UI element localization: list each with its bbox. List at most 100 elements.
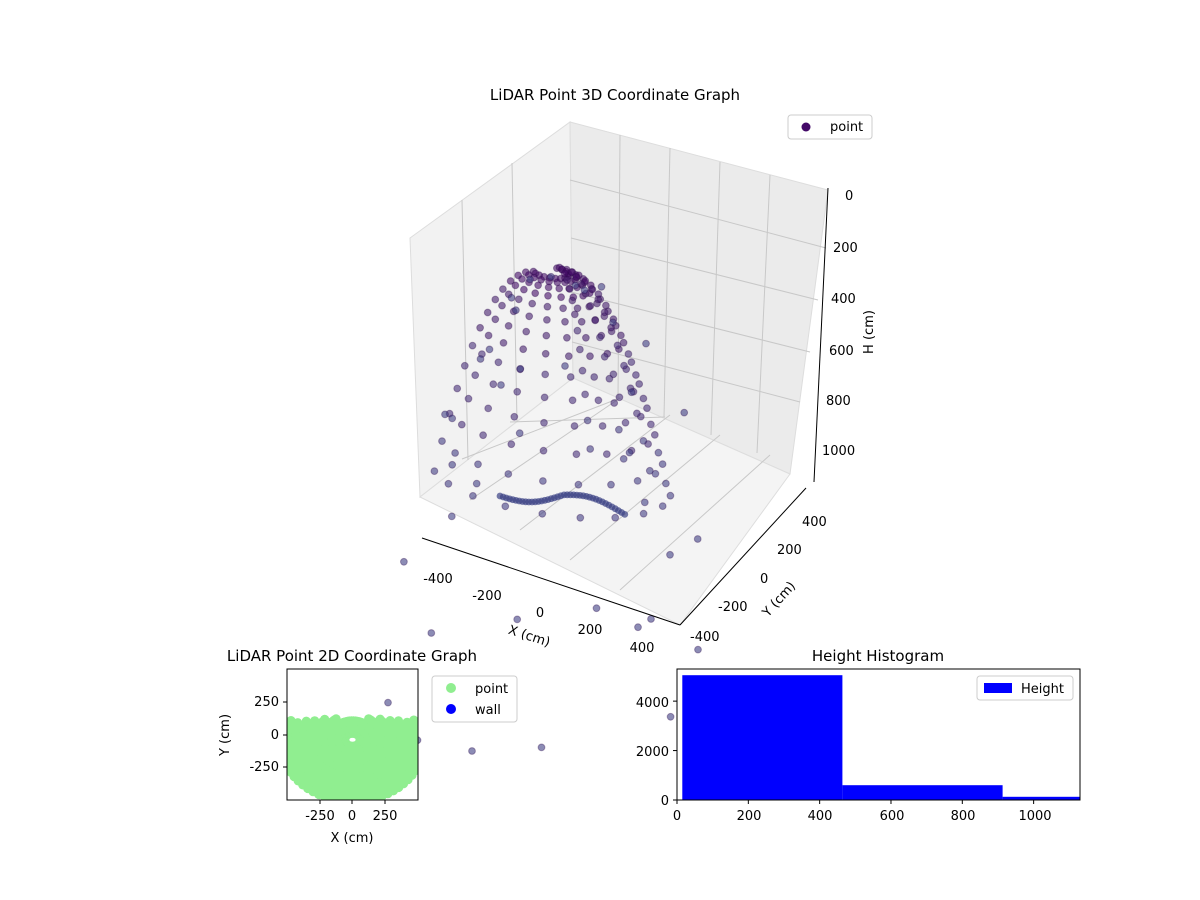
- plot3d-point: [654, 448, 663, 457]
- plot2d-point: [420, 730, 429, 739]
- plot3d-point: [543, 316, 551, 324]
- histogram-x-tick: 1000: [1018, 809, 1051, 824]
- plot2d-point: [398, 738, 409, 748]
- plot3d-points: [384, 263, 717, 755]
- plot3d-point: [448, 414, 457, 423]
- histogram-ticks: [673, 700, 1035, 804]
- plot3d-point: [580, 286, 589, 295]
- plot2d-points: [287, 714, 430, 800]
- plot2d-point: [384, 737, 394, 747]
- plot3d-point: [583, 416, 592, 425]
- plot3d-point: [469, 492, 477, 500]
- plot3d-point: [540, 393, 549, 402]
- plot3d-point: [586, 352, 594, 361]
- plot3d-point: [560, 269, 569, 278]
- plot3d-point: [621, 511, 629, 518]
- plot2d-point: [391, 737, 401, 748]
- plot3d-z-tick: 200: [833, 241, 858, 256]
- plot3d-point: [597, 282, 606, 291]
- plot3d-point: [506, 277, 515, 285]
- plot3d-legend-label: point: [830, 120, 863, 135]
- plot2d-point: [413, 761, 418, 771]
- plot3d-title: LiDAR Point 3D Coordinate Graph: [490, 86, 740, 104]
- plot2d-title: LiDAR Point 2D Coordinate Graph: [227, 647, 477, 665]
- plot3d-point: [642, 339, 650, 348]
- plot2d-legend-marker-point: [446, 683, 456, 693]
- plot3d-point: [531, 289, 540, 298]
- plot3d-y-ticks: -400 -200 0 200 400: [690, 515, 827, 645]
- plot3d-point: [607, 480, 615, 489]
- plot3d-point: [627, 388, 636, 397]
- plot3d-point: [468, 747, 476, 755]
- plot3d-point: [587, 285, 596, 293]
- plot2d-point: [385, 716, 395, 726]
- plot3d-point: [586, 445, 595, 453]
- plot2d-point: [339, 796, 349, 800]
- plot3d-point: [633, 409, 641, 418]
- histogram-x-tick: 600: [880, 809, 905, 824]
- plot3d-point: [600, 352, 609, 361]
- plot3d-point: [460, 361, 469, 370]
- plot3d-z-tick: 0: [845, 189, 853, 204]
- plot3d-x-label: X (cm): [506, 623, 552, 651]
- plot2d-y-ticks: 250 0 -250: [249, 695, 279, 775]
- plot3d-point: [528, 299, 537, 308]
- plot3d-point: [479, 431, 488, 440]
- plot3d-y-tick: 200: [777, 543, 802, 558]
- plot2d-point: [375, 714, 385, 724]
- plot3d-point: [513, 387, 522, 396]
- plot3d-point: [520, 285, 528, 294]
- plot3d-x-axis: [421, 537, 681, 626]
- plot3d-point: [570, 310, 579, 319]
- plot3d-point: [577, 317, 586, 326]
- plot3d-point: [497, 381, 505, 389]
- plot3d-point: [647, 615, 655, 623]
- plot3d-point: [489, 380, 498, 389]
- plot2d-x-tick: -250: [305, 809, 335, 824]
- plot3d-point: [511, 281, 520, 290]
- plot3d-x-tick: 200: [578, 623, 603, 638]
- plot3d-point: [555, 284, 564, 293]
- plot3d-point: [491, 295, 500, 304]
- plot3d-z-ticks: 0 200 400 600 800 1000: [822, 189, 858, 459]
- plot3d-point: [647, 420, 655, 429]
- plot3d-point: [526, 275, 534, 284]
- plot3d-point: [513, 615, 522, 624]
- plot3d-point: [615, 425, 623, 434]
- plot2d-point: [287, 755, 288, 759]
- plot2d-point: [364, 714, 374, 724]
- plot3d-point: [594, 295, 603, 304]
- histogram-x-tick: 800: [951, 809, 976, 824]
- plot3d-point: [566, 373, 575, 381]
- plot3d-point: [639, 509, 648, 518]
- plot3d-z-tick: 800: [826, 394, 851, 409]
- plot3d-point: [557, 293, 565, 302]
- histogram-y-tick: 0: [661, 794, 669, 809]
- plot3d-point: [625, 448, 634, 457]
- plot3d-point: [400, 557, 408, 566]
- plot3d-point: [591, 316, 600, 325]
- plot3d-point: [568, 296, 577, 305]
- plot2d-point: [421, 735, 430, 744]
- plot3d-point: [447, 512, 456, 521]
- plot3d-point: [605, 374, 614, 383]
- plot3d-point: [499, 339, 508, 347]
- plot2d-point: [419, 724, 428, 733]
- plot3d-point: [694, 645, 702, 654]
- plot3d-point: [541, 349, 550, 358]
- plot3d-point: [507, 440, 516, 449]
- histogram-bar: [682, 675, 843, 800]
- plot3d-point: [537, 743, 546, 752]
- plot3d-x-tick: -200: [472, 589, 502, 604]
- plot3d-point: [602, 301, 610, 310]
- plot3d-point: [525, 312, 534, 321]
- plot3d-point: [586, 302, 595, 310]
- histogram-bar: [1002, 796, 1080, 800]
- plot3d-point: [510, 412, 519, 421]
- plot3d-point: [491, 315, 500, 324]
- plot3d-x-tick: 0: [536, 606, 544, 621]
- plot3d-point: [567, 268, 576, 276]
- plot3d-point: [384, 698, 392, 707]
- plot3d-point: [539, 446, 548, 455]
- plot3d-point: [471, 371, 480, 380]
